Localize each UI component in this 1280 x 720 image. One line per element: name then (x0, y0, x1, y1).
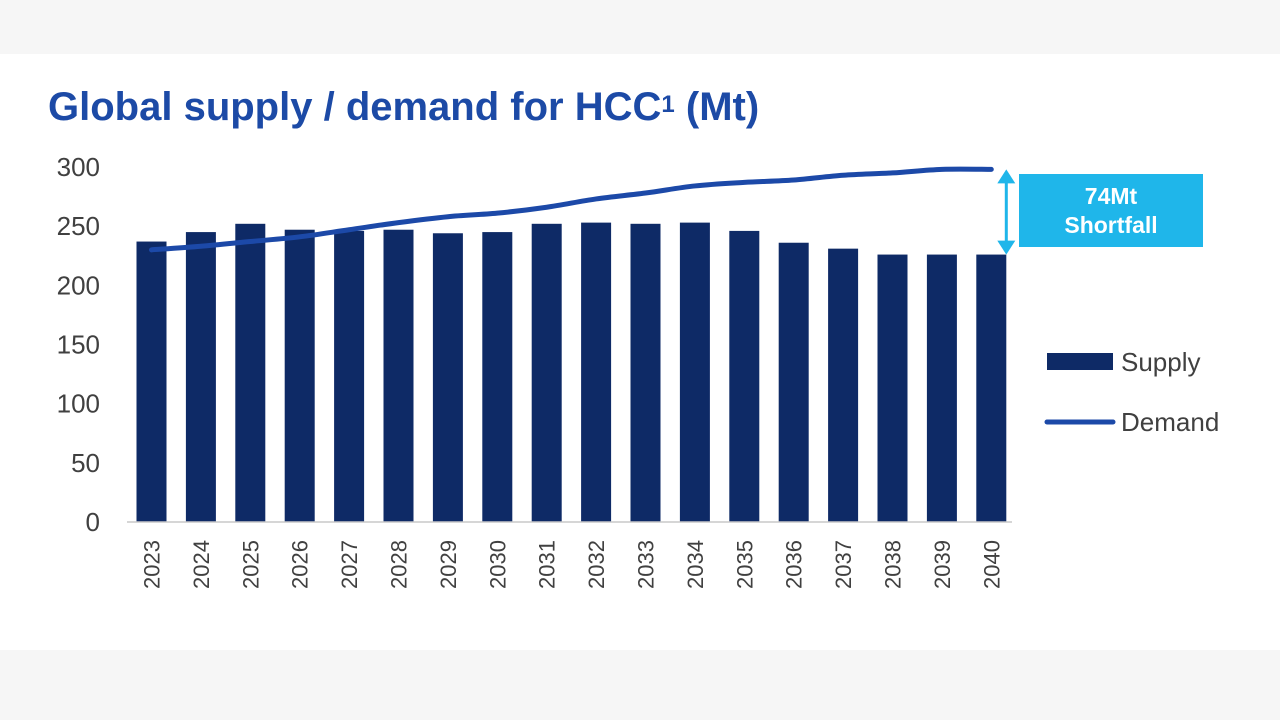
x-tick-label: 2023 (140, 540, 165, 589)
supply-bar (284, 229, 315, 522)
x-tick-label: 2034 (683, 540, 708, 589)
supply-bar (482, 232, 513, 523)
x-tick-label: 2026 (288, 540, 313, 589)
supply-bar (334, 230, 365, 522)
x-tick-label: 2038 (881, 540, 906, 589)
x-tick-label: 2028 (387, 540, 412, 589)
x-tick-label: 2033 (634, 540, 659, 589)
supply-bar (778, 242, 809, 522)
x-tick-label: 2029 (436, 540, 461, 589)
y-tick-label: 300 (57, 152, 100, 182)
y-tick-label: 100 (57, 389, 100, 419)
supply-bar (976, 254, 1007, 523)
x-axis: 2023 2024 2025 2026 2027 2028 2029 2030 2031 2032… (140, 540, 1005, 589)
supply-bars (136, 222, 1007, 523)
supply-bar (531, 223, 562, 523)
arrow-head-bottom (997, 240, 1016, 255)
y-tick-label: 150 (57, 330, 100, 360)
title-main: Global supply / demand for HCC (48, 85, 662, 129)
chart-title: Global supply / demand for HCC1 (Mt) (48, 84, 759, 130)
title-unit: (Mt) (685, 85, 760, 129)
supply-bar (828, 248, 859, 522)
callout-line2: Shortfall (1064, 211, 1158, 238)
x-tick-label: 2027 (337, 540, 362, 589)
x-tick-label: 2040 (979, 540, 1004, 589)
y-axis: 0 50 100 150 200 250 300 (57, 152, 100, 537)
supply-bar (729, 230, 760, 522)
y-tick-label: 50 (71, 448, 100, 478)
supply-bar (235, 223, 266, 523)
legend-demand-label: Demand (1121, 407, 1219, 437)
x-tick-label: 2036 (782, 540, 807, 589)
supply-bar (877, 254, 908, 523)
callout-line1: 74Mt (1084, 182, 1138, 209)
legend-supply-label: Supply (1121, 347, 1201, 377)
x-tick-label: 2032 (584, 540, 609, 589)
legend-supply-swatch (1047, 353, 1113, 370)
arrow-head-top (997, 169, 1016, 184)
shortfall-arrow (997, 169, 1016, 255)
title-superscript: 1 (661, 91, 675, 118)
supply-bar (136, 241, 167, 523)
shortfall-callout: 74Mt Shortfall (1019, 174, 1203, 247)
supply-bar (383, 229, 414, 522)
supply-bar (581, 222, 612, 522)
y-tick-label: 200 (57, 270, 100, 300)
supply-bar (432, 233, 463, 522)
supply-bar (630, 223, 661, 523)
y-tick-label: 0 (86, 507, 100, 537)
x-tick-label: 2030 (485, 540, 510, 589)
demand-line (149, 166, 994, 253)
x-tick-label: 2037 (831, 540, 856, 589)
x-tick-label: 2025 (238, 540, 263, 589)
supply-bar (679, 222, 710, 522)
x-tick-label: 2024 (189, 540, 214, 589)
x-tick-label: 2035 (732, 540, 757, 589)
x-tick-label: 2031 (535, 540, 560, 589)
x-tick-label: 2039 (930, 540, 955, 589)
supply-bar (185, 232, 216, 523)
supply-bar (926, 254, 957, 523)
y-tick-label: 250 (57, 211, 100, 241)
legend: Supply Demand (1044, 347, 1219, 437)
